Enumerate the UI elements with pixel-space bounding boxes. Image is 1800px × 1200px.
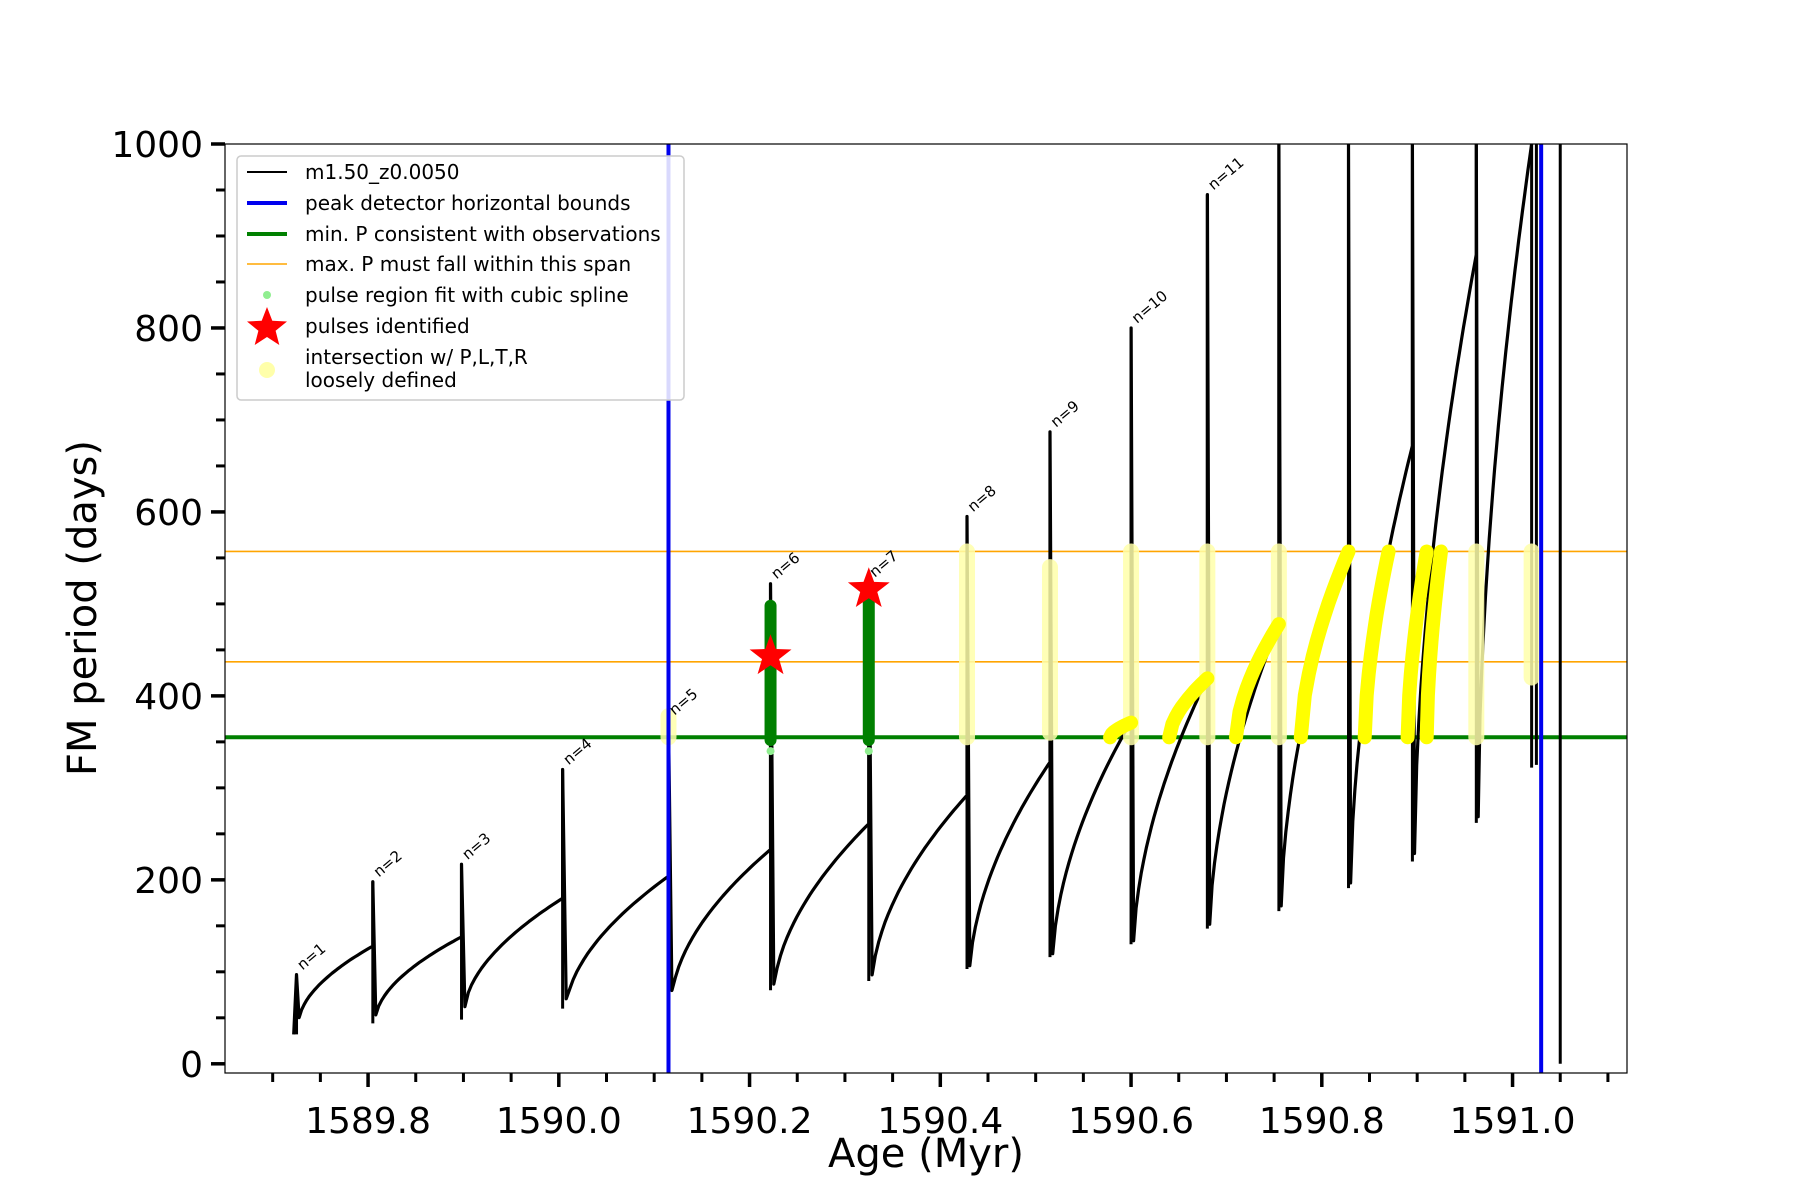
- intersection-curve-10: [1162, 671, 1215, 745]
- intersection-curve-14: [1400, 544, 1434, 745]
- y-tick-label-4: 600: [134, 493, 203, 534]
- x-tick-label-6: 1590.8: [1259, 1101, 1385, 1142]
- y-tick-label-2: 200: [134, 861, 203, 902]
- y-tick-label-3: 400: [134, 677, 203, 718]
- plot-frame: [224, 143, 1628, 1074]
- legend-label-intersect: intersection w/ P,L,T,R: [305, 345, 528, 369]
- legend-label-bounds: peak detector horizontal bounds: [305, 191, 631, 215]
- y-tick-label-6: 1000: [111, 125, 203, 166]
- y-tick-label-5: 800: [134, 309, 203, 350]
- legend-swatch-intersect: [259, 362, 275, 378]
- legend-box: [236, 155, 685, 401]
- legend-label-spline: pulse region fit with cubic spline: [305, 283, 629, 307]
- legend-swatch-pulses: [247, 307, 287, 345]
- plot-content: [225, 144, 1627, 1073]
- plot-area: n=1n=2n=3n=4n=5n=6 n=7n=8n=9n=10n=11: [225, 144, 1627, 1073]
- intersection-curve-13: [1357, 544, 1396, 745]
- y-tick-label-1: 0: [180, 1045, 203, 1086]
- pulse-identified-star-2: [847, 567, 890, 607]
- legend-swatch-spline: [263, 291, 271, 299]
- legend-label-pulses: pulses identified: [305, 314, 470, 338]
- intersection-curve-9: [1103, 715, 1139, 745]
- x-tick-label-5: 1590.6: [1068, 1101, 1194, 1142]
- x-tick-label-3: 1590.2: [687, 1101, 813, 1142]
- x-tick-label-7: 1591.0: [1450, 1101, 1576, 1142]
- legend-label-model: m1.50_z0.0050: [305, 160, 460, 184]
- intersection-curve-15: [1419, 544, 1448, 745]
- x-axis: 1589.8 1590.0 1590.2 1590.4 1590.6 1590.8 1591…: [271, 1073, 1610, 1142]
- x-tick-label-2: 1590.0: [496, 1101, 622, 1142]
- x-tick-label-4: 1590.4: [877, 1101, 1003, 1142]
- pulse-identified-star-1: [749, 634, 792, 675]
- intersection-curve-11: [1229, 617, 1286, 745]
- spline-fit-point-2: [864, 747, 873, 756]
- y-axis: 0 200 400 600 800 1000: [111, 125, 225, 1086]
- x-tick-label-1: 1589.8: [305, 1101, 431, 1142]
- y-axis-title: FM period (days): [60, 440, 106, 776]
- spline-fit-point-1: [766, 747, 775, 756]
- legend-label-minp: min. P consistent with observations: [305, 222, 661, 246]
- intersection-curve-12: [1293, 544, 1356, 745]
- x-axis-title: Age (Myr): [828, 1131, 1024, 1177]
- legend-label-intersect-line2: loosely defined: [305, 368, 457, 392]
- legend-label-maxp: max. P must fall within this span: [305, 252, 631, 276]
